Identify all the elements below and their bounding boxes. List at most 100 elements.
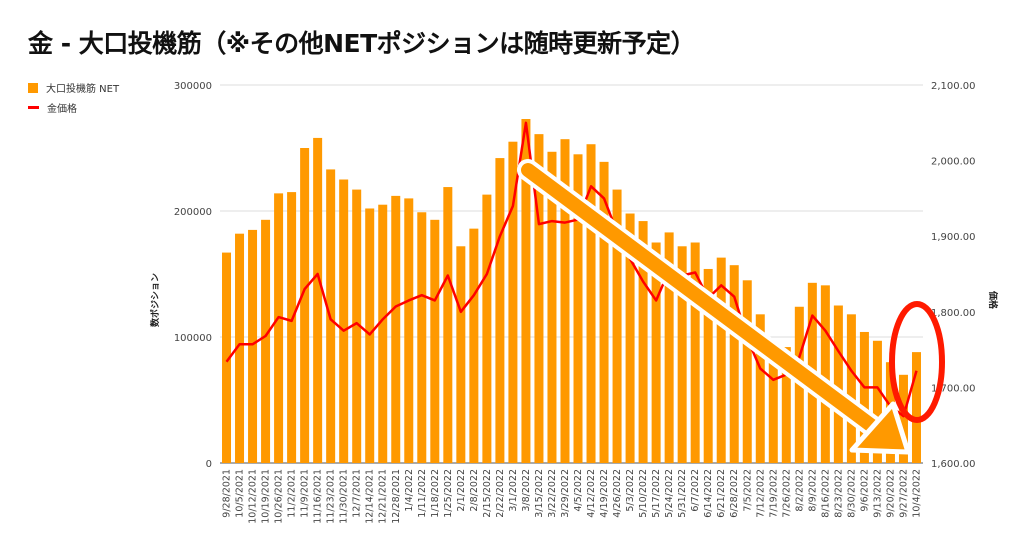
x-tick-label: 6/28/2022 xyxy=(729,469,740,518)
x-tick-label: 9/13/2022 xyxy=(872,469,883,518)
legend-item-net: 大口投機筋 NET xyxy=(28,80,119,95)
bar xyxy=(755,314,765,463)
bar xyxy=(729,265,739,463)
bar xyxy=(469,228,479,463)
bar xyxy=(417,212,427,463)
bar xyxy=(456,246,466,463)
bar xyxy=(586,144,596,463)
bar xyxy=(872,340,882,463)
x-tick-label: 1/18/2022 xyxy=(430,469,441,518)
x-tick-label: 8/16/2022 xyxy=(820,469,831,518)
chart-title: 金 - 大口投機筋（※その他NETポジションは随時更新予定） xyxy=(28,29,696,58)
bar xyxy=(781,347,791,463)
x-tick-label: 11/23/2021 xyxy=(326,469,337,524)
bar xyxy=(547,151,557,463)
x-tick-label: 2/22/2022 xyxy=(495,469,506,518)
x-tick-label: 9/28/2021 xyxy=(222,469,233,518)
x-tick-label: 11/16/2021 xyxy=(313,469,324,524)
bar xyxy=(859,331,869,463)
y2-tick-label: 1,600.00 xyxy=(931,459,976,470)
bar xyxy=(625,213,635,463)
bar xyxy=(677,246,687,463)
x-tick-label: 3/15/2022 xyxy=(534,469,545,518)
x-tick-label: 1/11/2022 xyxy=(417,469,428,518)
x-tick-label: 11/30/2021 xyxy=(339,469,350,524)
x-tick-label: 1/25/2022 xyxy=(443,469,454,518)
x-tick-label: 2/1/2022 xyxy=(456,469,467,512)
price-line xyxy=(225,121,918,418)
bar xyxy=(820,285,830,463)
x-tick-label: 12/21/2021 xyxy=(378,469,389,524)
x-tick-label: 7/26/2022 xyxy=(781,469,792,518)
x-tick-label: 5/10/2022 xyxy=(638,469,649,518)
x-tick-label: 4/19/2022 xyxy=(599,469,610,518)
y-axis-label: 数ポジション xyxy=(149,273,161,327)
x-tick-label: 3/8/2022 xyxy=(521,469,532,512)
x-tick-label: 7/5/2022 xyxy=(742,469,753,512)
trend-arrow-head-icon xyxy=(849,401,911,455)
bar xyxy=(911,352,921,463)
legend-label-net: 大口投機筋 NET xyxy=(46,84,120,95)
bar xyxy=(521,119,531,464)
legend-label-price: 金価格 xyxy=(47,104,77,115)
bar xyxy=(287,192,297,463)
bar xyxy=(898,374,908,463)
x-tick-label: 3/1/2022 xyxy=(508,469,519,512)
x-tick-label: 4/12/2022 xyxy=(586,469,597,518)
x-tick-label: 5/24/2022 xyxy=(664,469,675,518)
x-tick-label: 8/2/2022 xyxy=(794,469,805,512)
trend-arrow-shaft xyxy=(521,163,887,439)
bar xyxy=(443,187,453,463)
y2-axis-label: 価格 xyxy=(987,290,999,310)
x-tick-label: 2/15/2022 xyxy=(482,469,493,518)
bar xyxy=(664,232,674,463)
bar xyxy=(261,219,271,463)
x-tick-label: 3/22/2022 xyxy=(547,469,558,518)
y-tick-label: 100000 xyxy=(174,333,212,344)
bar xyxy=(274,193,284,464)
bar xyxy=(833,305,843,463)
x-tick-label: 10/26/2021 xyxy=(274,469,285,524)
x-tick-label: 9/20/2022 xyxy=(885,469,896,518)
y-tick-label: 0 xyxy=(206,459,212,470)
x-tick-label: 9/6/2022 xyxy=(859,469,870,512)
x-tick-label: 9/27/2022 xyxy=(898,469,909,518)
x-tick-label: 4/5/2022 xyxy=(573,469,584,512)
bar xyxy=(482,194,492,463)
bar xyxy=(430,219,440,463)
bar xyxy=(638,221,648,463)
x-tick-label: 11/2/2021 xyxy=(287,469,298,518)
bar xyxy=(235,233,245,463)
x-tick-label: 11/9/2021 xyxy=(300,469,311,518)
y2-tick-label: 2,000.00 xyxy=(931,157,976,168)
x-tick-label: 8/9/2022 xyxy=(807,469,818,512)
x-tick-label: 5/17/2022 xyxy=(651,469,662,518)
bar xyxy=(716,257,726,463)
x-tick-label: 6/14/2022 xyxy=(703,469,714,518)
y2-tick-label: 1,800.00 xyxy=(931,308,976,319)
y-tick-label: 200000 xyxy=(174,207,212,218)
bar xyxy=(599,161,609,464)
x-tick-label: 7/19/2022 xyxy=(768,469,779,518)
y2-tick-label: 1,900.00 xyxy=(931,232,976,243)
bar xyxy=(495,158,505,463)
x-tick-label: 10/5/2021 xyxy=(235,469,246,518)
bar xyxy=(768,349,778,463)
bar xyxy=(508,141,518,463)
x-tick-label: 5/3/2022 xyxy=(625,469,636,512)
y-tick-label: 300000 xyxy=(174,81,212,92)
x-tick-label: 2/8/2022 xyxy=(469,469,480,512)
y2-tick-label: 2,100.00 xyxy=(931,81,976,92)
x-tick-label: 10/19/2021 xyxy=(261,469,272,524)
bar xyxy=(352,189,362,463)
x-tick-label: 8/30/2022 xyxy=(846,469,857,518)
x-tick-label: 10/4/2022 xyxy=(911,469,922,518)
legend-item-price: 金価格 xyxy=(28,100,77,115)
x-tick-label: 12/14/2021 xyxy=(365,469,376,524)
bar xyxy=(248,229,258,463)
x-tick-label: 6/7/2022 xyxy=(690,469,701,512)
bar xyxy=(534,134,544,463)
legend-swatch-line xyxy=(28,106,39,109)
bar xyxy=(651,242,661,463)
bar xyxy=(339,179,349,463)
